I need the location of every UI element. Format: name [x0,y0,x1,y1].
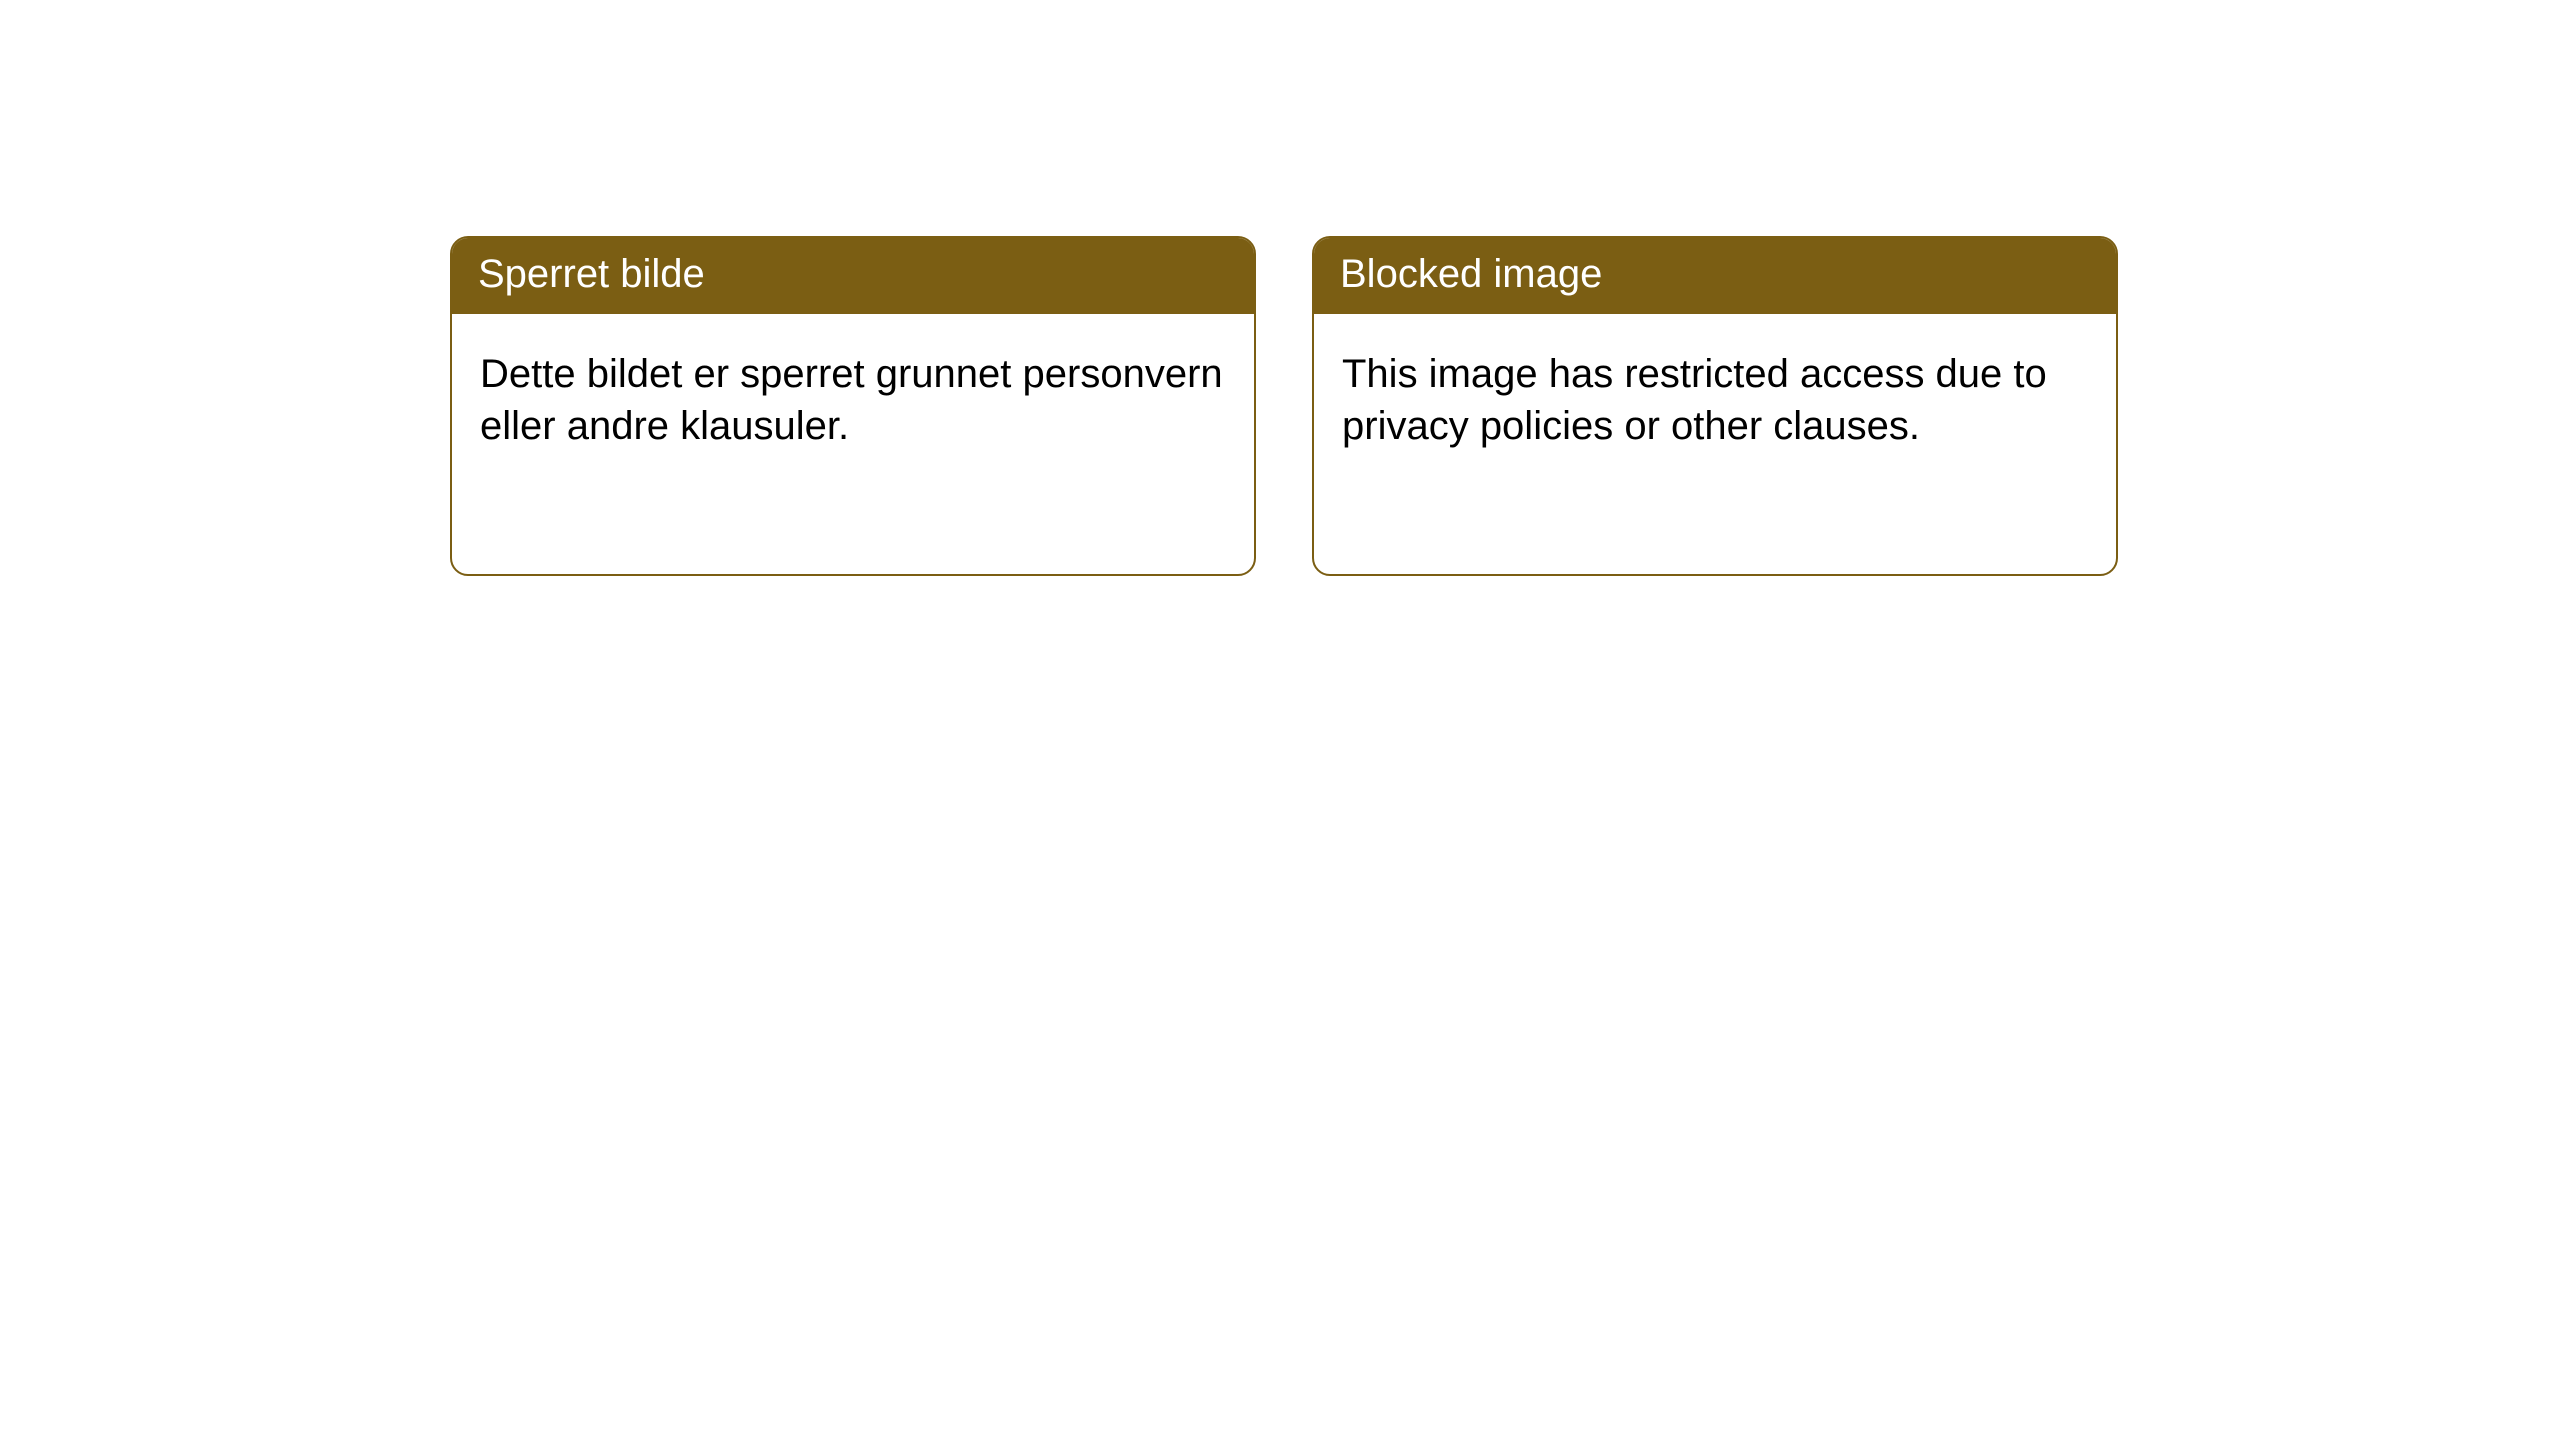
cards-container: Sperret bilde Dette bildet er sperret gr… [450,236,2118,576]
card-title-no: Sperret bilde [452,238,1254,314]
card-title-en: Blocked image [1314,238,2116,314]
card-body-no: Dette bildet er sperret grunnet personve… [452,314,1254,486]
card-body-en: This image has restricted access due to … [1314,314,2116,486]
blocked-image-card-no: Sperret bilde Dette bildet er sperret gr… [450,236,1256,576]
blocked-image-card-en: Blocked image This image has restricted … [1312,236,2118,576]
